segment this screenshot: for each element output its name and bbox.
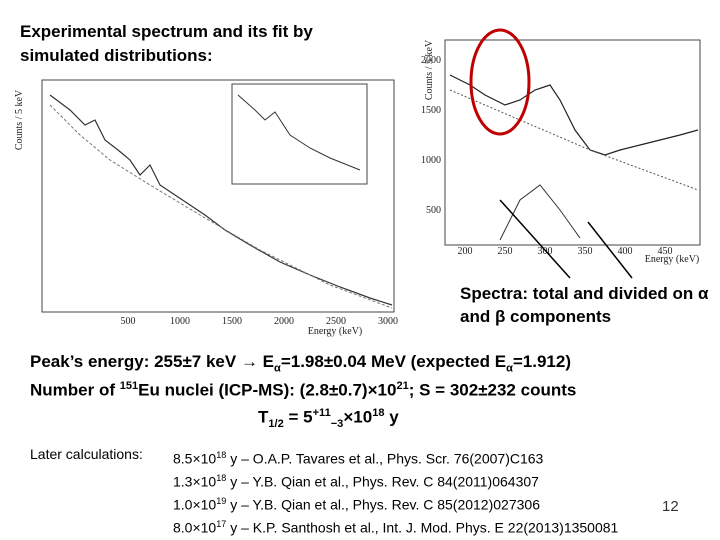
tick-label: 2000 <box>274 316 294 327</box>
reference: 8.0×1017 y – K.P. Santhosh et al., Int. … <box>173 515 618 538</box>
callout: Spectra: total and divided on α and β co… <box>460 284 709 326</box>
text: y – K.P. Santhosh et al., Int. J. Mod. P… <box>226 520 619 537</box>
text: −3 <box>330 418 344 431</box>
text: 1/2 <box>268 418 284 431</box>
tick-label: 250 <box>498 246 513 257</box>
tick-label: 3000 <box>378 316 398 327</box>
right-spectrum <box>449 74 699 156</box>
text: ×10 <box>343 407 373 427</box>
arrow <box>499 199 571 279</box>
tick-label: 1500 <box>222 316 242 327</box>
left-fit <box>49 104 393 309</box>
later-list: 8.5×1018 y – O.A.P. Tavares et al., Phys… <box>173 446 618 539</box>
reference: 1.3×1018 y – Y.B. Qian et al., Phys. Rev… <box>173 469 618 492</box>
text: y – Y.B. Qian et al., Phys. Rev. C 85(20… <box>226 496 540 513</box>
tick-label: 1000 <box>170 316 190 327</box>
text: =1.98±0.04 MeV (expected E <box>280 352 507 371</box>
reference: 8.5×1018 y – O.A.P. Tavares et al., Phys… <box>173 446 618 469</box>
text: ; S = 302±232 counts <box>408 380 577 400</box>
tick-label: 1000 <box>421 155 441 166</box>
text: 151 <box>119 380 139 392</box>
text: 18 <box>372 407 385 419</box>
tick-label: 450 <box>658 246 673 257</box>
page-number: 12 <box>662 498 679 515</box>
tick-label: 400 <box>618 246 633 257</box>
text: +11 <box>312 407 331 419</box>
text: α <box>506 362 513 375</box>
y-axis-label: Counts / 5 keV <box>14 89 25 150</box>
text: 19 <box>216 496 227 507</box>
result-line: Peak’s energy: 255±7 keV → Eα=1.98±0.04 … <box>30 352 571 374</box>
text: =1.912) <box>512 352 572 371</box>
text: 18 <box>216 473 227 484</box>
text: = 5 <box>283 407 313 427</box>
inset-spectrum <box>237 94 361 171</box>
left-plot-frame <box>41 79 395 313</box>
text: y – Y.B. Qian et al., Phys. Rev. C 84(20… <box>226 473 539 490</box>
figures: Counts / 5 keV Energy (keV) 500 1000 1500 2… <box>14 28 701 337</box>
inset <box>231 83 368 185</box>
highlight-ellipse <box>469 28 531 136</box>
text: α <box>274 362 281 375</box>
text: y – O.A.P. Tavares et al., Phys. Scr. 76… <box>226 450 544 467</box>
tick-label: 200 <box>458 246 473 257</box>
reference: 1.0×1019 y – Y.B. Qian et al., Phys. Rev… <box>173 492 618 515</box>
tick-label: 2000 <box>421 55 441 66</box>
tick-label: 500 <box>426 205 441 216</box>
result-line: T1/2 = 5+11−3×1018 y <box>258 407 399 430</box>
tick-label: 300 <box>538 246 553 257</box>
text: 8.0×10 <box>173 520 217 537</box>
text: 8.5×10 <box>173 450 217 467</box>
text: y <box>384 407 399 427</box>
later-label: Later calculations: <box>30 446 143 462</box>
right-fit <box>449 89 699 191</box>
tick-label: 2500 <box>326 316 346 327</box>
right-y-axis-label: Counts / 5 keV <box>424 39 435 100</box>
result-line: Number of 151Eu nuclei (ICP-MS): (2.8±0.… <box>30 380 576 401</box>
heading: Experimental spectrum and its fit by sim… <box>20 22 313 65</box>
x-axis-label: Energy (keV) <box>308 326 363 337</box>
text: 18 <box>216 450 227 460</box>
text: Peak’s energy: 255±7 keV → E <box>30 352 275 371</box>
text: 1.0×10 <box>173 496 217 513</box>
tick-label: 500 <box>121 316 136 327</box>
right-plot-frame <box>444 39 701 246</box>
tick-label: 350 <box>578 246 593 257</box>
text: 21 <box>396 380 409 392</box>
text: Number of <box>30 380 120 400</box>
text: 1.3×10 <box>173 473 217 490</box>
right-x-axis-label: Energy (keV) <box>645 254 700 265</box>
alpha-component <box>499 184 581 241</box>
text: Eu nuclei (ICP-MS): (2.8±0.7)×10 <box>138 380 397 400</box>
tick-label: 1500 <box>421 105 441 116</box>
text: T <box>258 407 269 427</box>
text: 17 <box>216 519 227 530</box>
arrow <box>587 221 633 279</box>
